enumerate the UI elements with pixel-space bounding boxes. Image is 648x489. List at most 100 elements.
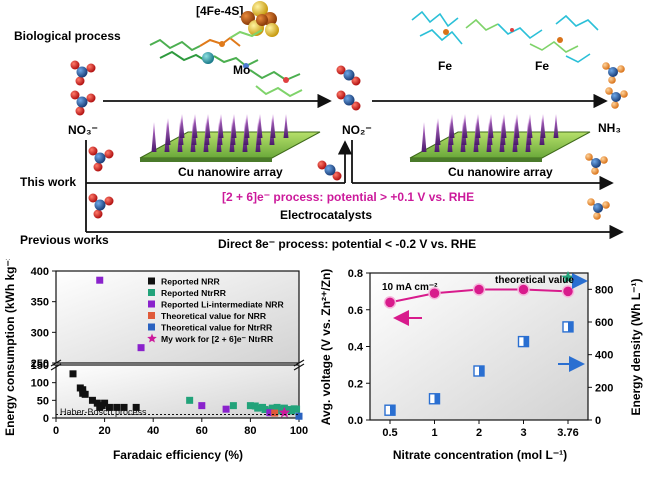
x-tick-label: 1 [431, 427, 437, 439]
data-point [113, 403, 121, 411]
nanowire-icon [475, 114, 481, 138]
nanowire-icon [192, 114, 198, 138]
legend-label: Theoretical value for NRR [161, 311, 267, 321]
catalyst-label-2: Cu nanowire array [448, 165, 553, 179]
y-tick-label-left: 0.8 [348, 268, 363, 280]
y-tick-label: 400 [31, 266, 49, 278]
y-tick-label-left: 0.2 [348, 378, 363, 390]
nanowire-icon [540, 114, 546, 138]
energy-density-point [428, 393, 441, 405]
plot-area-upper [55, 270, 300, 364]
chart1-ylabel: Energy consumption (kWh kg⁻¹) [3, 259, 17, 436]
data-point [261, 406, 269, 414]
y-tick-label-right: 0 [595, 415, 601, 427]
x-tick-label: 60 [196, 425, 208, 437]
legend-marker [148, 277, 155, 285]
previous-process-label: Direct 8e⁻ process: potential < -0.2 V v… [218, 237, 476, 251]
nanowire-icon [435, 118, 441, 145]
data-point [81, 390, 89, 398]
energy-density-point [517, 335, 530, 348]
legend-label: Reported NRR [161, 277, 221, 287]
fe4s4-cluster-icon [241, 1, 279, 37]
legend-marker-star [147, 333, 157, 343]
this-work-process-label: [2 + 6]e⁻ process: potential > +0.1 V vs… [222, 190, 474, 204]
nanowire-icon [421, 122, 427, 152]
data-point [254, 404, 262, 412]
nanowire-icon [501, 114, 507, 138]
voltage-energy-density-chart: 0.5 1 2 3 3.76 0.0 0.2 0.4 0.6 0.8 0 200 400 600 800 1… [319, 268, 643, 462]
voltage-point [383, 296, 397, 309]
data-point [137, 344, 145, 352]
y-tick-label-left: 0.6 [348, 305, 363, 317]
data-point [132, 403, 140, 411]
metal-mo-label: Mo [233, 63, 250, 77]
species-no3: NO₃⁻ [68, 123, 98, 137]
nanowire-icon [205, 114, 211, 138]
data-point [222, 405, 230, 413]
cu-nanowire-array-icon-2 [409, 114, 591, 162]
nanowire-icon [527, 114, 533, 138]
data-point [69, 370, 77, 378]
y-tick-label: 350 [31, 297, 49, 309]
nanowire-icon [151, 122, 157, 152]
y-tick-label-right: 600 [595, 317, 613, 329]
legend-marker [148, 323, 155, 331]
nanowire-icon [270, 114, 276, 138]
chart2-ylabel-right: Energy density (Wh L⁻¹) [629, 278, 643, 415]
current-annotation: 10 mA cm⁻² [382, 282, 438, 293]
chart2-ylabel-left: Avg. voltage (V vs. Zn²⁺/Zn) [319, 269, 333, 426]
x-tick-label: 2 [476, 427, 482, 439]
nanowire-icon [462, 114, 468, 138]
energy-density-point [473, 365, 485, 377]
data-point-star [278, 406, 291, 418]
fe-protein-structure-icon [411, 10, 599, 63]
data-point [273, 403, 281, 411]
reaction-scheme: Biological process [4Fe-4S] Mo [14, 1, 629, 251]
data-point [266, 409, 274, 417]
nanowire-icon [218, 114, 224, 138]
nanowire-icon [179, 114, 185, 138]
axis-break-marks [50, 359, 305, 371]
data-point [105, 403, 113, 411]
x-tick-label: 20 [98, 425, 110, 437]
data-point [93, 399, 101, 407]
electrocatalysts-label: Electrocatalysts [280, 208, 372, 222]
data-point [79, 386, 87, 394]
y-tick-label-left: 0.0 [348, 415, 363, 427]
nanowire-icon [449, 114, 455, 138]
legend-marker [148, 312, 155, 319]
nanowire-icon [257, 114, 263, 138]
x-tick-label: 40 [147, 425, 159, 437]
legend-label: Reported Li-intermediate NRR [161, 300, 285, 310]
chart1-xlabel: Faradaic efficiency (%) [113, 448, 243, 462]
y-tick-label: 0 [43, 413, 49, 425]
y-tick-label-right: 200 [595, 382, 613, 394]
haber-bosch-annotation: Haber-Bosch process [60, 407, 147, 417]
x-tick-label: 0 [53, 425, 59, 437]
data-point [98, 402, 106, 410]
metal-fe-label-2: Fe [535, 59, 549, 73]
x-tick-label: 0.5 [382, 427, 397, 439]
data-point [198, 402, 206, 410]
cu-nanowire-array-icon-1 [139, 114, 321, 162]
nanowire-icon [514, 114, 520, 138]
nanowire-icon [231, 114, 237, 138]
legend-marker [148, 300, 155, 308]
row-label-biological: Biological process [14, 29, 121, 43]
nanowire-icon [488, 114, 494, 138]
legend-label: My work for [2 + 6]e⁻ NtrRR [161, 334, 274, 344]
mo-atom-icon [202, 52, 214, 64]
theoretical-value-star [561, 270, 575, 284]
data-point [271, 409, 279, 417]
y-tick-label: 300 [31, 327, 49, 339]
voltage-point [472, 283, 486, 296]
legend-marker [148, 289, 155, 296]
data-point [96, 276, 104, 284]
data-point [229, 402, 237, 410]
row-label-this-work: This work [20, 175, 76, 189]
nanowire-icon [244, 114, 250, 138]
legend-label: Theoretical value for NtrRR [161, 323, 273, 333]
voltage-point [561, 285, 575, 298]
